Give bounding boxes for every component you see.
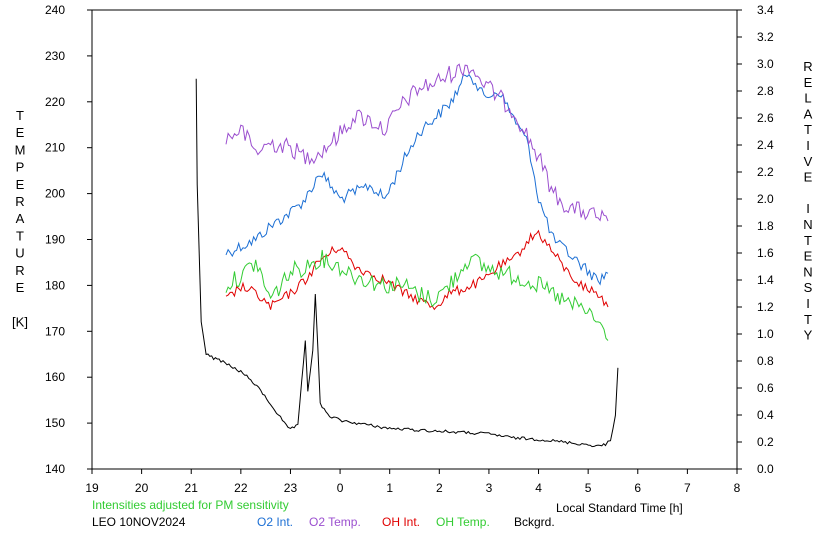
y-left-tick-label: 210: [45, 141, 65, 155]
y-right-tick-label: 1.0: [757, 327, 774, 341]
y-right-label-char: E: [804, 170, 813, 185]
x-tick-label: 20: [135, 481, 149, 495]
x-tick-label: 0: [337, 481, 344, 495]
y-axis-left: 140 150 160 170 180 190 200 210 220 230 240: [45, 3, 92, 476]
x-tick-label: 2: [436, 481, 443, 495]
y-right-label-char: T: [804, 312, 812, 327]
y-right-label-char: I: [806, 201, 810, 216]
y-left-tick-label: 200: [45, 187, 65, 201]
y-right-tick-label: 2.8: [757, 84, 774, 98]
x-tick-label: 6: [634, 481, 641, 495]
x-tick-label: 21: [185, 481, 199, 495]
y-left-label-char: E: [16, 280, 25, 295]
series-bckgrd: [195, 78, 619, 448]
y-left-tick-label: 180: [45, 278, 65, 292]
y-right-tick-label: 1.4: [757, 273, 774, 287]
y-right-label-char: V: [804, 154, 813, 169]
y-right-tick-label: 0.4: [757, 408, 774, 422]
y-right-tick-label: 2.4: [757, 138, 774, 152]
y-right-label-char: E: [804, 249, 813, 264]
y-left-label-char: P: [16, 160, 25, 175]
y-left-label-char: M: [15, 142, 26, 157]
y-right-tick-label: 3.4: [757, 3, 774, 17]
y-right-label-char: S: [804, 280, 813, 295]
y-right-tick-label: 3.2: [757, 30, 774, 44]
station-label: LEO 10NOV2024: [92, 515, 186, 529]
y-left-tick-label: 240: [45, 3, 65, 17]
x-tick-label: 8: [734, 481, 741, 495]
x-tick-label: 23: [284, 481, 298, 495]
y-right-label-char: R: [803, 59, 812, 74]
y-left-tick-label: 170: [45, 324, 65, 338]
legend-oh-int: OH Int.: [382, 515, 420, 529]
y-right-tick-label: 2.0: [757, 192, 774, 206]
y-left-label-char: E: [16, 125, 25, 140]
series-o2-int: [225, 73, 609, 286]
y-left-label-char: U: [15, 246, 24, 261]
x-axis: 19 20 21 22 23 0 1 2 3 4 5 6 7 8: [85, 469, 741, 495]
plot-area: [91, 9, 738, 470]
y-right-tick-label: 1.8: [757, 219, 774, 233]
y-left-tick-label: 230: [45, 49, 65, 63]
x-tick-label: 1: [386, 481, 393, 495]
y-right-tick-label: 0.8: [757, 354, 774, 368]
legend-oh-temp: OH Temp.: [436, 515, 490, 529]
y-right-tick-label: 0.0: [757, 462, 774, 476]
y-right-label-char: I: [806, 296, 810, 311]
legend-o2-int: O2 Int.: [257, 515, 293, 529]
x-tick-label: 7: [684, 481, 691, 495]
y-left-label-char: E: [16, 177, 25, 192]
y-right-tick-label: 2.6: [757, 111, 774, 125]
y-right-label-char: A: [804, 106, 813, 121]
pm-sensitivity-note: Intensities adjusted for PM sensitivity: [92, 498, 289, 512]
y-left-tick-label: 220: [45, 95, 65, 109]
y-right-tick-label: 0.6: [757, 381, 774, 395]
y-right-label-char: T: [804, 233, 812, 248]
legend-bckgrd: Bckgrd.: [514, 515, 555, 529]
x-tick-label: 19: [85, 481, 99, 495]
y-left-tick-label: 150: [45, 416, 65, 430]
y-right-label-char: N: [803, 264, 812, 279]
y-right-tick-label: 1.2: [757, 300, 774, 314]
y-right-tick-label: 0.2: [757, 435, 774, 449]
y-left-label-char: T: [16, 108, 24, 123]
y-left-label-char: T: [16, 228, 24, 243]
y-right-tick-label: 3.0: [757, 57, 774, 71]
series-oh-int: [225, 229, 609, 311]
series-oh-temp: [225, 249, 609, 341]
y-right-label-char: I: [806, 138, 810, 153]
y-axis-right: 0.0 0.2 0.4 0.6 0.8 1.0 1.2 1.4 1.6 1.8 2.0 2.2 2.4 2…: [737, 3, 774, 476]
x-tick-label: 4: [535, 481, 542, 495]
y-left-label-char: R: [15, 263, 24, 278]
y-right-label-char: N: [803, 217, 812, 232]
y-right-tick-label: 1.6: [757, 246, 774, 260]
y-left-tick-label: 140: [45, 462, 65, 476]
series-o2-temp: [225, 63, 609, 222]
x-tick-label: 5: [585, 481, 592, 495]
y-left-label-char: R: [15, 194, 24, 209]
x-tick-label: 3: [486, 481, 493, 495]
y-right-tick-label: 2.2: [757, 165, 774, 179]
series-layer: [195, 63, 619, 448]
legend-o2-temp: O2 Temp.: [309, 515, 361, 529]
y-right-label-char: Y: [804, 328, 813, 343]
y-left-label-char: A: [16, 211, 25, 226]
y-left-tick-label: 160: [45, 370, 65, 384]
y-right-label-char: L: [804, 91, 811, 106]
x-axis-label: Local Standard Time [h]: [556, 501, 683, 515]
y-right-label-char: E: [804, 75, 813, 90]
x-tick-label: 22: [234, 481, 248, 495]
y-left-tick-label: 190: [45, 233, 65, 247]
y-left-label-char: [K]: [12, 314, 28, 329]
y-right-label-char: T: [804, 122, 812, 137]
